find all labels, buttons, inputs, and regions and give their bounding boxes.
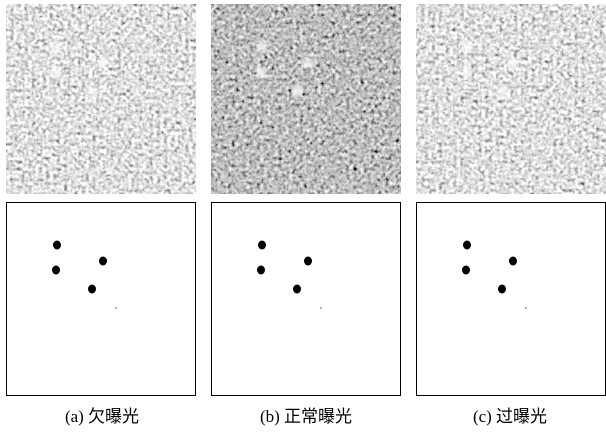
detected-blob [88,285,96,294]
binary-image [212,203,401,396]
detected-blob [257,266,265,275]
panels [6,4,606,396]
bright-spot [256,67,266,77]
bright-spot [87,86,97,96]
binary-image [7,203,196,396]
caption: (c) 过曝光 [473,407,547,426]
detected-blob [498,285,506,294]
noisy-image [416,4,606,194]
caption: (a) 欠曝光 [65,407,139,426]
bright-spot [497,86,507,96]
bright-spot [462,42,472,52]
noisy-image [211,4,401,194]
bright-spot [51,67,61,77]
bright-spot [508,58,518,68]
bright-spot [292,86,302,96]
noise-dot [525,307,526,308]
bright-spot [98,58,108,68]
detected-blob [53,241,61,250]
detected-blob [99,257,107,266]
bright-spot [461,67,471,77]
detected-blob [463,241,471,250]
noise-dot [320,307,321,308]
detected-blob [258,241,266,250]
noise-dot [115,307,116,308]
bright-spot [52,42,62,52]
bright-spot [257,42,267,52]
binary-image [417,203,606,396]
noisy-image [6,4,196,194]
detected-blob [52,266,60,275]
detected-blob [509,257,517,266]
detected-blob [462,266,470,275]
detected-blob [293,285,301,294]
figure: (a) 欠曝光 (b) 正常曝光 (c) 过曝光 [0,0,606,435]
bright-spot [303,58,313,68]
caption: (b) 正常曝光 [260,407,352,426]
detected-blob [304,257,312,266]
